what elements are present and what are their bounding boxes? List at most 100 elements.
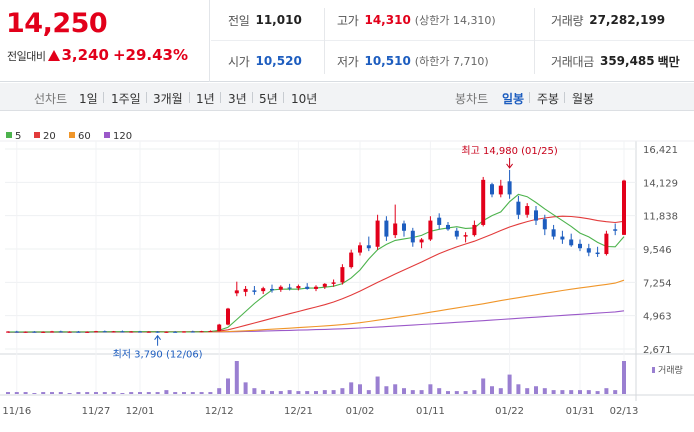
candle-body [41, 331, 46, 333]
period-10y[interactable]: 10년 [291, 92, 318, 106]
period-3m[interactable]: 3개월 [153, 92, 183, 106]
period-1d[interactable]: 1일 [79, 92, 98, 106]
prev-close-cell: 전일 11,010 [228, 0, 302, 40]
volume-bar [199, 392, 204, 394]
volume-bar [331, 390, 336, 394]
prev-close-value: 11,010 [255, 13, 302, 27]
volume-bar [50, 392, 54, 394]
candle-body [14, 331, 19, 333]
candle-body [23, 331, 28, 333]
separator [189, 92, 190, 103]
low-arrow-head [154, 334, 161, 341]
grid-divider [211, 40, 694, 41]
candle-body [243, 288, 248, 292]
volume-bar [58, 392, 63, 394]
volume-bar [111, 392, 116, 394]
volume-bar [296, 391, 301, 394]
period-1y[interactable]: 1년 [196, 92, 215, 106]
x-tick-label: 11/16 [2, 406, 31, 417]
price-summary: 14,250 전일대비 3,240 +29.43% [0, 0, 210, 82]
volume-bar [595, 391, 600, 394]
volume-bar [120, 393, 125, 394]
amount-label: 거래대금 [551, 54, 594, 69]
y-tick-label: 14,129 [643, 178, 678, 189]
candle-body [516, 201, 521, 215]
candle-body [234, 290, 239, 294]
candle-body [146, 331, 151, 333]
candle-body [190, 331, 195, 333]
volume-bar [375, 376, 380, 394]
candle-body [490, 184, 494, 195]
volume-bar [586, 390, 591, 394]
volume-bar [41, 392, 46, 394]
volume-bar [516, 384, 521, 394]
volume-bar [94, 392, 98, 394]
volume-bar [490, 386, 494, 394]
candle-weekly[interactable]: 주봉 [537, 92, 560, 106]
volume-bar [252, 388, 257, 394]
candle-body [252, 290, 257, 292]
volume-bar [102, 392, 107, 394]
volume-bar [525, 388, 530, 394]
period-5y[interactable]: 5년 [259, 92, 278, 106]
legend-swatch [6, 132, 12, 138]
volume-label: 거래량 [551, 13, 584, 28]
legend-swatch [34, 132, 40, 138]
candle-body [586, 248, 591, 253]
candle-body [296, 286, 301, 289]
change-label: 전일대비 [7, 50, 46, 63]
candle-body [481, 179, 486, 225]
up-triangle-icon [48, 50, 61, 61]
volume-bar [6, 392, 10, 394]
y-tick-label: 2,671 [643, 345, 672, 356]
volume-bar [278, 391, 283, 394]
volume-bar [560, 390, 565, 394]
high-annotation: 최고 14,980 (01/25) [461, 145, 557, 157]
candle-body [278, 286, 283, 290]
volume-value: 27,282,199 [589, 13, 666, 27]
volume-bar [129, 392, 134, 394]
candle-monthly[interactable]: 월봉 [572, 92, 595, 106]
candle-body [393, 223, 398, 236]
volume-bar [138, 392, 142, 394]
ma120-line [8, 310, 625, 333]
candle-body [155, 331, 160, 333]
candle-body [463, 235, 468, 237]
volume-bar [314, 391, 318, 394]
candle-body [507, 181, 512, 195]
candle-body [287, 287, 292, 289]
volume-legend-swatch [652, 367, 655, 373]
volume-bar [226, 378, 230, 394]
candle-body [50, 331, 54, 333]
volume-bar [349, 382, 354, 394]
volume-bar [410, 390, 415, 394]
volume-bar [534, 386, 538, 394]
candle-body [94, 331, 98, 333]
candle-body [613, 229, 618, 231]
amount-unit: 백만 [657, 54, 680, 69]
candle-body [111, 331, 116, 333]
candle-body [419, 239, 424, 243]
candle-body [569, 239, 574, 246]
volume-bar [287, 390, 292, 394]
volume-bar [498, 388, 503, 394]
candle-body [138, 331, 142, 333]
volume-bar [155, 392, 160, 394]
open-label: 시가 [228, 54, 250, 69]
high-arrow-head [506, 163, 513, 169]
candle-daily[interactable]: 일봉 [502, 92, 525, 106]
x-tick-label: 12/12 [205, 406, 234, 417]
volume-bar [164, 390, 169, 394]
x-tick-label: 01/02 [346, 406, 375, 417]
volume-bar [270, 391, 274, 394]
change-value: 3,240 [61, 46, 109, 64]
candle-body [129, 331, 134, 333]
x-tick-label: 01/31 [566, 406, 595, 417]
candle-body [217, 324, 222, 331]
period-1w[interactable]: 1주일 [111, 92, 141, 106]
period-3y[interactable]: 3년 [228, 92, 247, 106]
volume-bar [569, 390, 574, 394]
candle-body [472, 224, 477, 236]
volume-bar [551, 390, 556, 394]
chart-toolbar: 선차트 1일 1주일 3개월 1년 3년 5년 10년 봉차트 일봉 주봉 월봉 [0, 83, 694, 111]
